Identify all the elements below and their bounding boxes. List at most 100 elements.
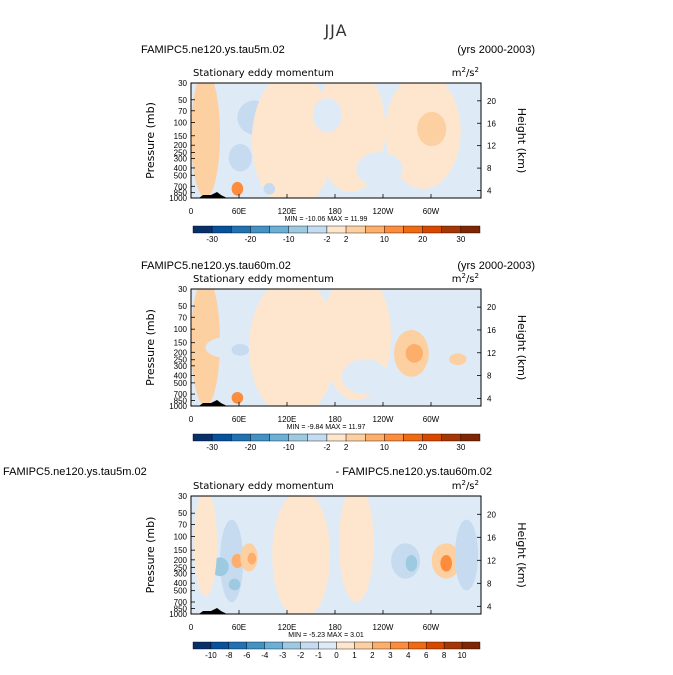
xtick-label: 0 (189, 415, 194, 424)
field-contour-12 (454, 519, 479, 591)
units-part: /s (466, 481, 475, 492)
ytick-label: 1000 (169, 402, 187, 411)
colorbar-bin-8 (336, 641, 355, 650)
ytick-label: 50 (178, 302, 187, 311)
colorbar-label: 20 (418, 443, 427, 452)
rtick-label: 4 (487, 602, 492, 611)
units-part: m (452, 481, 462, 492)
field-contour-0 (191, 83, 220, 198)
colorbar-label: -20 (245, 235, 257, 244)
ytick-label: 1000 (169, 610, 187, 619)
rtick-label: 20 (487, 97, 496, 106)
colorbar-label: -2 (323, 443, 331, 452)
xtick-label: 180 (328, 623, 342, 632)
colorbar-label: 10 (380, 443, 389, 452)
ytick-label: 500 (174, 587, 188, 596)
ytick-label: 400 (174, 164, 188, 173)
ytick-label: 70 (178, 107, 187, 116)
ylabel-right: Height (km) (515, 522, 528, 588)
colorbar-bin-6 (307, 225, 328, 234)
colorbar-bin-12 (422, 225, 442, 234)
ytick-label: 300 (174, 362, 188, 371)
colorbar-bin-3 (250, 433, 270, 442)
xtick-label: 60W (423, 207, 440, 216)
units-part: m (452, 68, 462, 79)
stats-label: MIN = -5.23 MAX = 3.01 (288, 632, 364, 639)
field-contour-7 (449, 353, 467, 366)
colorbar-bin-9 (354, 641, 373, 650)
colorbar-label: 1 (352, 651, 357, 660)
units-part: /s (466, 68, 475, 79)
colorbar-label: -20 (245, 443, 257, 452)
case-label: FAMIPC5.ne120.ys.tau5m.02 (3, 466, 147, 478)
units-part: /s (466, 274, 475, 285)
ytick-label: 100 (174, 325, 188, 334)
ytick-label: 700 (174, 598, 188, 607)
field-contour-13 (193, 496, 218, 597)
colorbar-label: -10 (205, 651, 217, 660)
colorbar-label: -3 (279, 651, 287, 660)
colorbar-bin-12 (422, 433, 442, 442)
ylabel: Pressure (mb) (144, 102, 157, 179)
colorbar-bin-11 (403, 433, 423, 442)
colorbar-bin-12 (408, 641, 427, 650)
ytick-label: 300 (174, 569, 188, 578)
colorbar-bin-5 (288, 225, 308, 234)
ylabel-right: Height (km) (515, 108, 528, 174)
rtick-label: 12 (487, 349, 496, 358)
xtick-label: 60E (232, 207, 246, 216)
topography (199, 400, 227, 406)
colorbar-label: -30 (206, 235, 218, 244)
colorbar-label: 6 (424, 651, 429, 660)
xtick-label: 120W (373, 623, 394, 632)
rtick-label: 20 (487, 303, 496, 312)
ytick-label: 700 (174, 390, 188, 399)
ytick-label: 200 (174, 348, 188, 357)
colorbar-bin-3 (250, 225, 270, 234)
colorbar-bin-11 (390, 641, 409, 650)
ytick-label: 200 (174, 556, 188, 565)
colorbar-bin-9 (365, 225, 385, 234)
colorbar-bin-13 (425, 641, 445, 650)
field (191, 83, 461, 198)
rtick-label: 16 (487, 533, 496, 542)
xtick-label: 0 (189, 207, 194, 216)
xtick-label: 180 (328, 415, 342, 424)
xtick-label: 60E (232, 415, 246, 424)
xtick-label: 120W (373, 415, 394, 424)
units-part: m (452, 274, 462, 285)
figure-title: JJA (323, 21, 347, 40)
rtick-label: 12 (487, 142, 496, 151)
field-contour-2 (231, 343, 249, 356)
rtick-label: 8 (487, 579, 492, 588)
ytick-label: 100 (174, 118, 188, 127)
ytick-label: 70 (178, 313, 187, 322)
colorbar-bin-13 (441, 433, 462, 442)
colorbar-label: 10 (380, 235, 389, 244)
field-contour-6 (417, 111, 447, 147)
field-contour-3 (251, 83, 334, 198)
case-label: FAMIPC5.ne120.ys.tau5m.02 (141, 44, 285, 56)
units-label: m2/s2 (452, 479, 479, 492)
colorbar-label: -8 (225, 651, 233, 660)
plot-frame (190, 82, 482, 199)
colorbar-bin-3 (246, 641, 265, 650)
ytick-label: 30 (178, 285, 187, 294)
variable-label: Stationary eddy momentum (193, 68, 334, 79)
ytick-label: 250 (174, 563, 188, 572)
units-part: 2 (461, 479, 465, 487)
colorbar-label: 2 (344, 235, 349, 244)
colorbar-label: -1 (315, 651, 323, 660)
panel-1: FAMIPC5.ne120.ys.tau5m.02 (yrs 2000-2003)… (141, 44, 535, 244)
colorbar-label: -10 (283, 235, 295, 244)
colorbar-bin-14 (460, 225, 481, 234)
ylabel: Pressure (mb) (144, 517, 157, 594)
field-contour-2 (228, 578, 241, 591)
ytick-label: 100 (174, 533, 188, 542)
colorbar-bin-0 (192, 225, 213, 234)
colorbar-bin-2 (231, 433, 251, 442)
ytick-label: 250 (174, 149, 188, 158)
case-label-right: (yrs 2000-2003) (457, 260, 535, 272)
ytick-label: 70 (178, 521, 187, 530)
